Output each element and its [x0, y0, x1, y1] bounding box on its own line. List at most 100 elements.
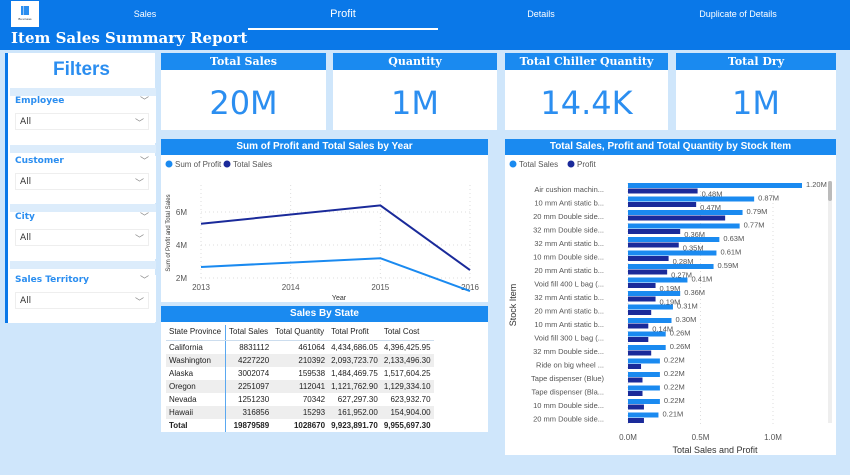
data-label: 0.22M — [664, 383, 685, 392]
legend-label: Sum of Profit — [175, 160, 222, 169]
table-cell: 1,484,469.75 — [331, 368, 378, 378]
table-total-row: Total 19879589 1028670 9,923,891.70 9,955,69… — [166, 418, 434, 432]
tab-profit[interactable]: Profit — [330, 8, 356, 20]
city-dropdown[interactable]: All ﹀ — [15, 229, 149, 246]
sales-territory-dropdown[interactable]: All ﹀ — [15, 292, 149, 309]
table-cell: Oregon — [166, 379, 226, 393]
bar-total-sales — [628, 223, 740, 229]
tab-details[interactable]: Details — [527, 9, 555, 19]
chevron-down-icon: ﹀ — [134, 235, 144, 245]
bar-profit — [628, 215, 726, 221]
table-cell: 461064 — [298, 342, 326, 352]
table-title: Sales By State — [161, 306, 488, 322]
category-label: Ride on big wheel ... — [536, 361, 604, 370]
filter-sales-territory: Sales Territory ﹀ All ﹀ — [10, 275, 156, 322]
table-cell: 623,932.70 — [390, 394, 431, 404]
legend-marker — [567, 160, 575, 168]
chevron-down-icon[interactable]: ﹀ — [139, 157, 149, 167]
kpi-total-sales: Total Sales 20M — [161, 53, 326, 130]
data-label: 0.48M — [702, 190, 723, 199]
bar-profit — [628, 404, 644, 410]
line-chart-title: Sum of Profit and Total Sales by Year — [161, 139, 488, 155]
bar-profit — [628, 337, 649, 342]
table-cell: 1028670 — [293, 420, 326, 430]
table-row: Washington 4227220 210392 2,093,723.70 2,133… — [166, 353, 434, 367]
employee-dropdown[interactable]: All ﹀ — [15, 113, 149, 130]
chevron-down-icon: ﹀ — [134, 298, 144, 308]
data-label: 0.26M — [670, 342, 691, 351]
filter-label: Employee — [15, 96, 65, 106]
column-header[interactable]: State Province — [166, 325, 226, 341]
data-label: 0.35M — [683, 244, 704, 253]
data-label: 0.59M — [718, 261, 739, 270]
bar-total-sales — [628, 385, 660, 391]
y-tick-label: 2M — [176, 274, 187, 283]
table-cell: California — [169, 342, 203, 352]
bar-total-sales — [628, 196, 755, 202]
line-chart: Sum of Profit Total Sales 2013 2014 2015 2016… — [165, 160, 479, 302]
table-row: Alaska 3002074 159538 1,484,469.75 1,517,604… — [166, 366, 434, 380]
bar-total-sales — [628, 358, 660, 364]
data-label: 0.61M — [720, 248, 741, 257]
table-cell: 2,133,496.30 — [380, 353, 434, 367]
chevron-down-icon[interactable]: ﹀ — [139, 276, 149, 286]
customer-dropdown[interactable]: All ﹀ — [15, 173, 149, 190]
bar-profit — [628, 256, 669, 261]
kpi-value: 1M — [391, 84, 439, 122]
kpi-quantity: Quantity 1M — [333, 53, 497, 130]
bar-total-sales — [628, 399, 660, 404]
category-label: 32 mm Anti static b... — [534, 293, 604, 302]
bar-profit — [628, 364, 642, 369]
filter-label: Customer — [15, 156, 64, 166]
table-row: California 8831112 461064 4,434,686.05 4,396… — [166, 340, 434, 354]
bar-profit — [628, 229, 681, 234]
data-label: 0.31M — [677, 302, 698, 311]
filter-customer: Customer ﹀ All ﹀ — [10, 156, 156, 203]
table-cell: 112041 — [272, 379, 329, 393]
x-tick-label: 1.0M — [764, 433, 782, 442]
table-cell: Nevada — [169, 394, 197, 404]
column-header[interactable]: Total Profit — [328, 325, 381, 341]
dropdown-value: All — [20, 177, 32, 187]
bar-total-sales — [628, 304, 673, 310]
bar-total-sales — [628, 345, 666, 350]
data-label: 0.19M — [660, 284, 681, 293]
data-label: 0.77M — [744, 221, 765, 230]
kpi-value: 20M — [209, 84, 278, 122]
kpi-label: Total Sales — [161, 53, 326, 70]
table-cell: 70342 — [302, 394, 326, 404]
category-label: 10 mm Double side... — [533, 253, 604, 262]
table-row: Hawaii 316856 15293 161,952.00 154,904.00 — [166, 405, 434, 419]
column-header[interactable]: Total Quantity — [272, 325, 329, 341]
column-header[interactable]: Total Sales — [225, 325, 273, 341]
category-label: 10 mm Anti static b... — [534, 320, 604, 329]
category-label: 32 mm Double side... — [533, 347, 604, 356]
data-label: 0.27M — [671, 271, 692, 280]
chevron-down-icon[interactable]: ﹀ — [139, 213, 149, 223]
data-label: 0.21M — [662, 410, 683, 419]
bar-total-sales — [628, 237, 720, 242]
table-cell: 4227220 — [225, 353, 273, 367]
table-cell: 19879589 — [225, 418, 273, 432]
x-tick-label: 0.0M — [619, 433, 637, 442]
tab-sales[interactable]: Sales — [133, 9, 157, 19]
bar-profit — [628, 418, 644, 423]
dropdown-value: All — [20, 233, 32, 243]
tab-selected-indicator — [248, 28, 438, 30]
bar-chart: Total Sales Profit 0.0M 0.5M 1.0M Total Sales… — [508, 160, 832, 455]
scrollbar-thumb[interactable] — [828, 181, 832, 201]
category-label: Air cushion machin... — [534, 185, 604, 194]
column-header[interactable]: Total Cost — [380, 325, 434, 341]
page-title: Item Sales Summary Report — [11, 29, 248, 47]
table-cell: 3002074 — [225, 366, 273, 380]
bar-profit — [628, 296, 656, 302]
table-cell: 161,952.00 — [328, 405, 381, 419]
legend-marker — [223, 160, 231, 168]
x-axis-label: Total Sales and Profit — [672, 445, 758, 455]
table-cell: 159538 — [298, 368, 326, 378]
chevron-down-icon[interactable]: ﹀ — [139, 97, 149, 107]
tab-duplicate-of-details[interactable]: Duplicate of Details — [699, 9, 777, 19]
data-label: 0.14M — [652, 325, 673, 334]
logo-text: Business — [18, 17, 32, 21]
table-cell: 8831112 — [225, 340, 273, 354]
